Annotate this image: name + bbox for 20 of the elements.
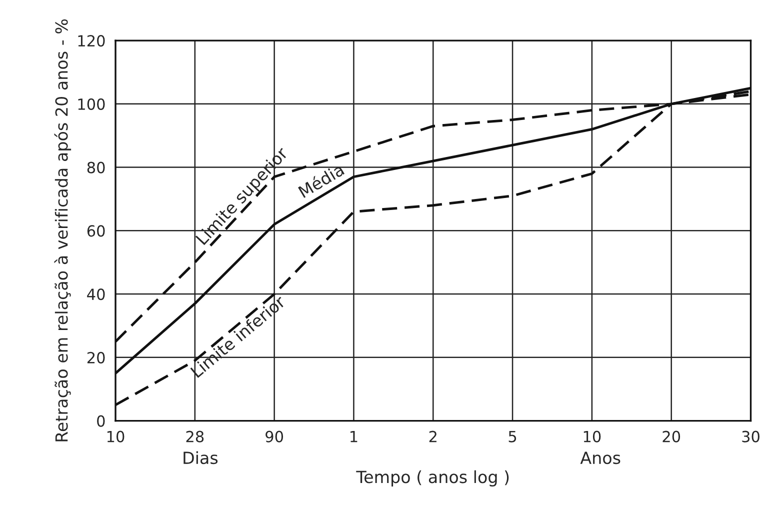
y-axis-title: Retração em relação à verificada após 20 anos - % <box>54 19 72 442</box>
y-tick-label: 20 <box>87 352 105 364</box>
x-tick-label: 30 <box>742 430 760 442</box>
y-tick-label: 60 <box>87 225 105 237</box>
y-tick-label: 100 <box>78 98 105 110</box>
y-tick-label: 80 <box>87 162 105 174</box>
x-tick-label: 90 <box>266 430 284 442</box>
x-tick-label: 10 <box>107 430 124 442</box>
x-tick-label: 28 <box>186 430 204 442</box>
text: Dias <box>184 451 218 464</box>
x-tick-label: 20 <box>662 430 680 442</box>
x-tick-label: 1 <box>350 431 358 442</box>
x-tick-label: 2 <box>429 430 436 442</box>
text: Anos <box>580 452 620 464</box>
x-tick-label: 10 <box>584 430 601 442</box>
y-tick-label: 120 <box>78 35 105 47</box>
x-tick-label: 5 <box>508 431 516 442</box>
y-tick-label: 0 <box>97 415 105 427</box>
y-tick-label: 40 <box>87 288 105 300</box>
x-axis-title: Tempo ( anos log ) <box>356 470 509 486</box>
